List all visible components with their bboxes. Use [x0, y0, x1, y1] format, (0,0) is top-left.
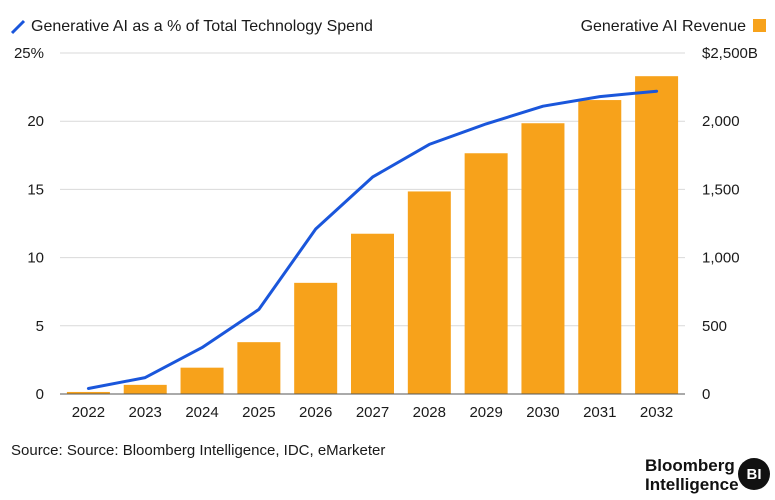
bar-2024 — [180, 367, 224, 394]
bar-2032 — [635, 76, 679, 395]
bar-2027 — [351, 233, 394, 394]
left-tick-label: 20 — [27, 113, 44, 130]
left-tick-label: 25% — [14, 45, 44, 62]
right-axis-ticks: $2,500B 2,000 1,500 1,000 500 0 — [702, 45, 758, 403]
line-percent-of-tech-spend — [86, 89, 659, 390]
line-series — [86, 89, 659, 390]
bar-2026 — [294, 282, 338, 394]
legend-line-label: Generative AI as a % of Total Technology… — [31, 18, 373, 35]
x-tick-label: 2023 — [129, 404, 162, 421]
x-tick-label: 2032 — [640, 404, 673, 421]
left-tick-label: 0 — [36, 386, 44, 403]
x-tick-label: 2024 — [185, 404, 218, 421]
legend-bar-label: Generative AI Revenue — [581, 18, 747, 35]
bi-badge-icon — [738, 458, 770, 490]
left-tick-label: 15 — [27, 181, 44, 198]
x-tick-label: 2025 — [242, 404, 275, 421]
bar-2030 — [521, 123, 565, 394]
bar-2029 — [464, 153, 508, 394]
brand-line-2: Intelligence — [645, 475, 739, 494]
legend-bar-entry: Generative AI Revenue — [581, 18, 766, 35]
right-tick-label: $2,500B — [702, 45, 758, 62]
bloomberg-intelligence-logo: Bloomberg Intelligence BI — [645, 456, 770, 494]
legend-line-entry: Generative AI as a % of Total Technology… — [10, 18, 373, 35]
legend-line-swatch — [10, 19, 26, 35]
bar-2025 — [237, 342, 281, 394]
legend-bar-swatch — [753, 19, 766, 32]
bar-2028 — [407, 191, 451, 394]
bar-series — [66, 76, 679, 395]
x-tick-label: 2027 — [356, 404, 389, 421]
source-note: Source: Source: Bloomberg Intelligence, … — [11, 442, 385, 459]
brand-line-1: Bloomberg — [645, 456, 735, 475]
x-tick-label: 2026 — [299, 404, 332, 421]
bar-2031 — [578, 100, 622, 395]
x-tick-label: 2030 — [526, 404, 559, 421]
bar-2022 — [66, 391, 110, 394]
left-axis-ticks: 25% 20 15 10 5 0 — [14, 45, 44, 403]
left-tick-label: 10 — [27, 250, 44, 267]
right-tick-label: 1,000 — [702, 250, 740, 267]
right-tick-label: 0 — [702, 386, 710, 403]
bar-2023 — [123, 384, 167, 394]
x-tick-label: 2029 — [469, 404, 502, 421]
right-tick-label: 1,500 — [702, 181, 740, 198]
x-tick-label: 2031 — [583, 404, 616, 421]
left-tick-label: 5 — [36, 318, 44, 335]
x-tick-label: 2022 — [72, 404, 105, 421]
x-axis-ticks: 2022 2023 2024 2025 2026 2027 2028 2029 2030 2031… — [72, 404, 674, 421]
right-tick-label: 500 — [702, 318, 727, 335]
right-tick-label: 2,000 — [702, 113, 740, 130]
bi-badge-text: BI — [747, 466, 762, 483]
x-tick-label: 2028 — [413, 404, 446, 421]
